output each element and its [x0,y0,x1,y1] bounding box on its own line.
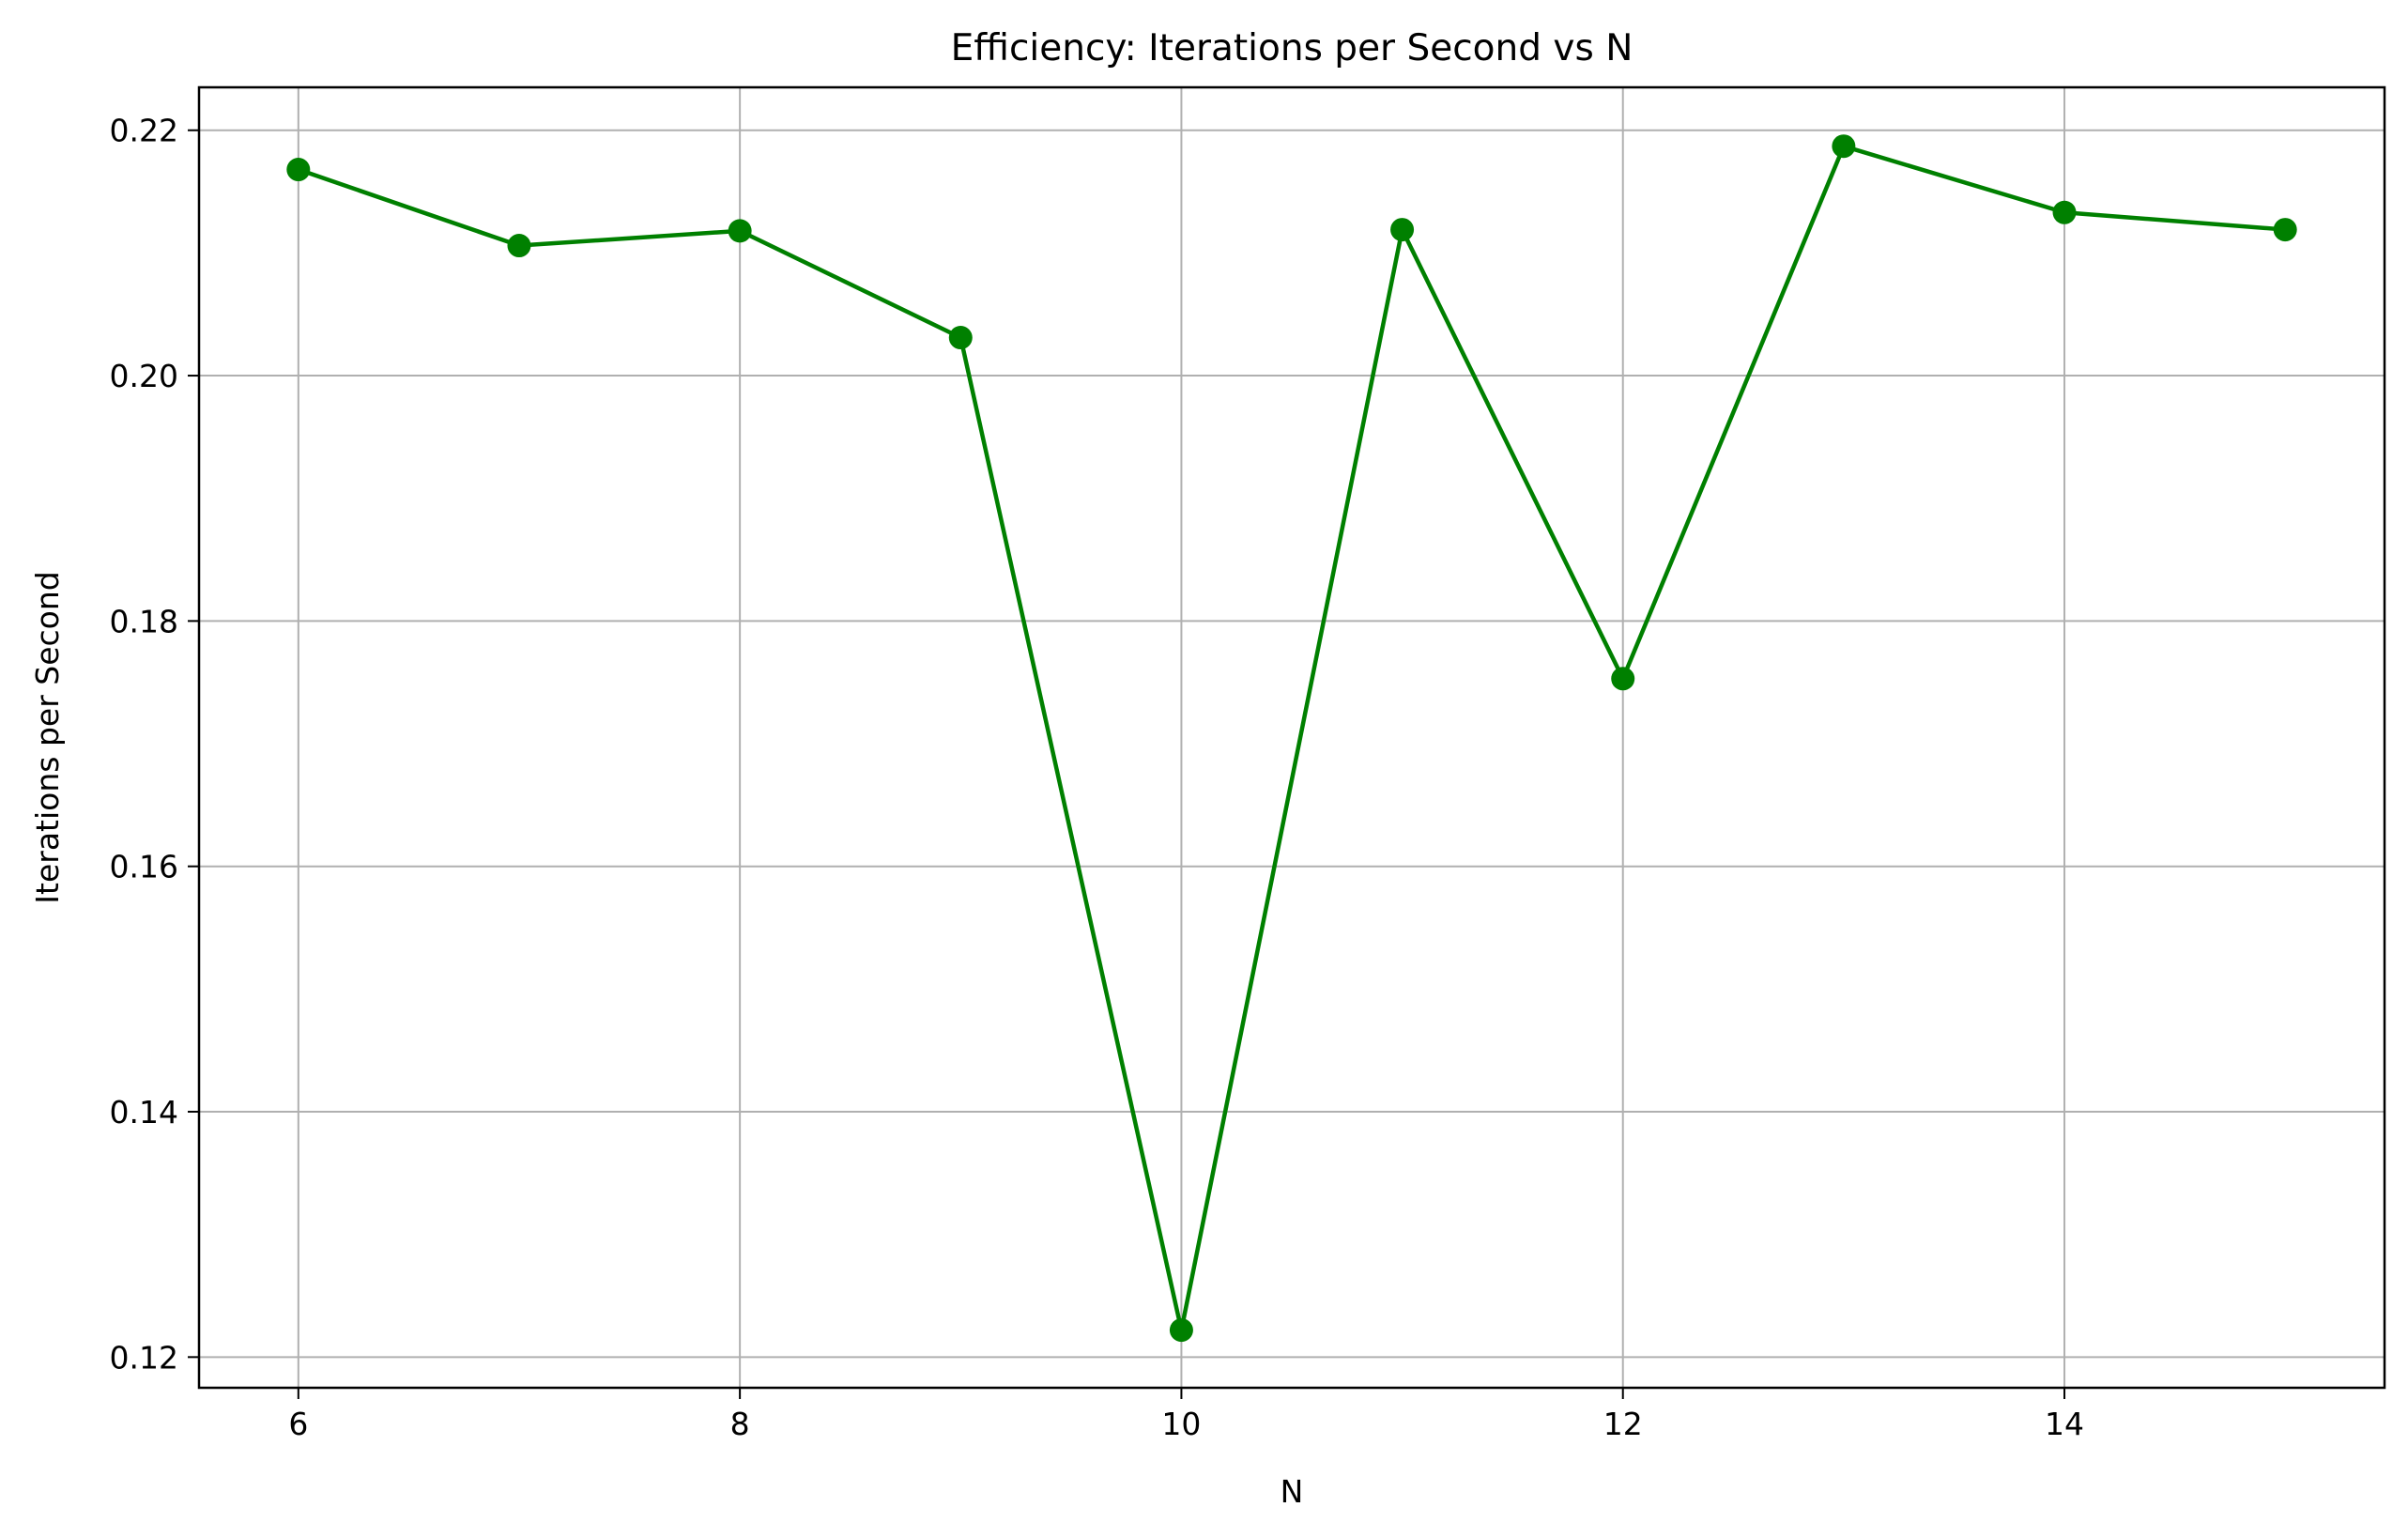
y-tick-label: 0.18 [110,603,178,639]
x-tick-label: 6 [288,1406,308,1442]
data-point [728,219,752,243]
data-point [286,158,311,182]
series-layer [286,134,2297,1343]
data-point [507,234,531,258]
y-tick-label: 0.20 [110,358,178,394]
x-tick-label: 8 [730,1406,750,1442]
grid-lines [199,87,2385,1388]
data-point [1169,1318,1193,1343]
data-point [1390,218,1415,242]
y-tick-label: 0.12 [110,1339,178,1376]
y-tick-label: 0.22 [110,113,178,149]
data-point [2273,218,2297,242]
y-axis-label: Iterations per Second [29,571,66,903]
series-line [298,144,2286,1332]
y-tick-label: 0.16 [110,849,178,885]
x-axis-label: N [1281,1473,1304,1510]
data-point [1611,667,1635,691]
plot-frame [197,85,2386,1390]
x-tick-label: 10 [1161,1406,1201,1442]
data-point [2052,200,2077,224]
x-tick-label: 14 [2045,1406,2084,1442]
ticks: 6 8 10 12 14 0.12 0.14 0.16 0.18 0.20 0.22 [110,113,2085,1442]
x-tick-label: 12 [1603,1406,1643,1442]
data-point [948,326,973,350]
y-tick-label: 0.14 [110,1094,178,1130]
chart-title: Efficiency: Iterations per Second vs N [951,27,1633,69]
data-point [1832,134,1856,159]
